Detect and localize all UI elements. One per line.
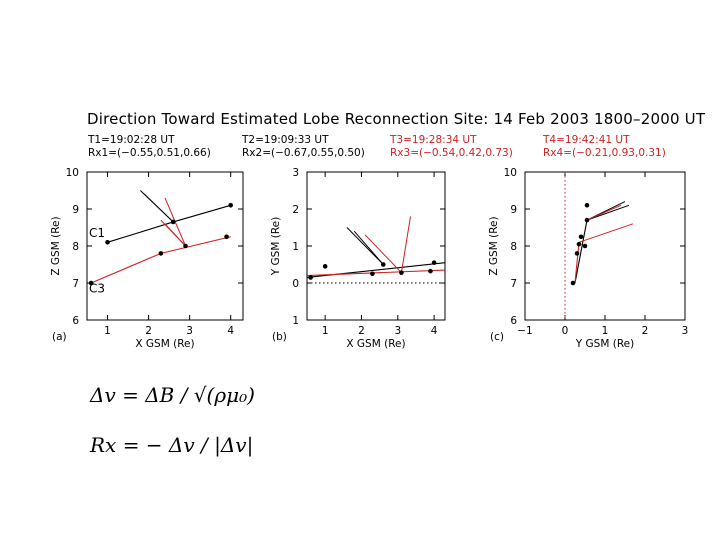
panel-3-ytick-label: 10 bbox=[504, 167, 517, 179]
panel-1-annotation-c3: C3 bbox=[89, 281, 105, 295]
panel-1-xtick-label: 1 bbox=[104, 325, 111, 337]
figure-title: Direction Toward Estimated Lobe Reconnec… bbox=[87, 110, 706, 128]
panel-3-series-c1 bbox=[574, 219, 588, 284]
panel-2-direction-segment bbox=[364, 234, 402, 273]
header-t3-rx: Rx3=(−0.54,0.42,0.73) bbox=[390, 147, 513, 159]
header-t2-rx: Rx2=(−0.67,0.55,0.50) bbox=[242, 147, 365, 159]
header-t4: T4=19:42:41 UT Rx4=(−0.21,0.93,0.31) bbox=[543, 134, 666, 160]
panel-3-direction-segment bbox=[578, 223, 634, 243]
header-t3: T3=19:28:34 UT Rx3=(−0.54,0.42,0.73) bbox=[390, 134, 513, 160]
panel-1-data-point bbox=[224, 234, 229, 240]
panel-1-ytick-label: 7 bbox=[72, 278, 79, 290]
panel-2-data-point bbox=[399, 270, 404, 275]
panel-3-xlabel: Y GSM (Re) bbox=[575, 338, 634, 350]
panel-2-series-c3 bbox=[306, 269, 446, 277]
panel-1-xtick-label: 3 bbox=[186, 325, 193, 337]
panel-3-xtick-label: 0 bbox=[562, 325, 569, 337]
panel-2-data-point bbox=[370, 271, 375, 277]
panel-2-data-point bbox=[380, 262, 386, 267]
panel-1-frame bbox=[86, 171, 244, 321]
panel-2-xtick-label: 1 bbox=[322, 325, 329, 337]
panel-3-data-point bbox=[574, 251, 580, 256]
panel-3-frame bbox=[524, 171, 686, 321]
panel-1-ytick-label: 8 bbox=[72, 241, 79, 253]
panel-3-data-point bbox=[584, 217, 590, 223]
panel-2-ytick-label: 1 bbox=[292, 315, 299, 327]
panel-3-data-point bbox=[578, 234, 584, 240]
panel-1-xlabel: X GSM (Re) bbox=[135, 338, 194, 350]
panel-1-direction-segment bbox=[160, 219, 186, 247]
panel-2-xtick-label: 4 bbox=[431, 325, 438, 337]
panel-2-xtick-label: 3 bbox=[394, 325, 401, 337]
panel-1-data-point bbox=[170, 219, 176, 225]
panel-1-annotation-c1: C1 bbox=[89, 226, 105, 240]
header-t1-rx: Rx1=(−0.55,0.51,0.66) bbox=[88, 147, 211, 159]
panel-3-ylabel: Z GSM (Re) bbox=[488, 216, 500, 275]
panel-2-ylabel: Y GSM (Re) bbox=[270, 217, 282, 276]
panel-3-ytick-label: 9 bbox=[510, 204, 517, 216]
panel-3-direction-segment bbox=[586, 204, 630, 221]
panel-3-panel-label: (c) bbox=[490, 331, 504, 343]
panel-3-xtick-label: 1 bbox=[602, 325, 609, 337]
panel-2-xlabel: X GSM (Re) bbox=[346, 338, 405, 350]
panel-1-series-c1 bbox=[107, 204, 231, 243]
panel-1-series-c3 bbox=[90, 236, 231, 284]
panel-2-direction-segment bbox=[353, 230, 384, 265]
header-t4-time: T4=19:42:41 UT bbox=[543, 134, 630, 146]
panel-2-direction-segment bbox=[400, 216, 411, 273]
panel-3-xtick-label: 3 bbox=[682, 325, 689, 337]
panel-1-data-point bbox=[183, 243, 188, 249]
panel-1-panel-label: (a) bbox=[52, 331, 67, 343]
panel-1-data-point bbox=[158, 251, 164, 256]
header-t2-time: T2=19:09:33 UT bbox=[242, 134, 329, 146]
panel-1-ytick-label: 10 bbox=[66, 167, 79, 179]
panel-3-series-c3 bbox=[574, 242, 580, 284]
panel-3-ytick-label: 8 bbox=[510, 241, 517, 253]
panel-1-direction-segment bbox=[144, 193, 174, 223]
panel-2-ytick-label: 1 bbox=[292, 241, 299, 253]
panel-1-ytick-label: 6 bbox=[72, 315, 79, 327]
equation-rx: Rx = − Δv / |Δv| bbox=[90, 433, 254, 457]
panel-2-direction-segment bbox=[346, 227, 384, 265]
header-t1: T1=19:02:28 UT Rx1=(−0.55,0.51,0.66) bbox=[88, 134, 211, 160]
panel-1-xtick-label: 4 bbox=[227, 325, 234, 337]
panel-2-data-point bbox=[431, 260, 437, 265]
panel-1-ytick-label: 9 bbox=[72, 204, 79, 216]
panel-2-ytick-label: 0 bbox=[292, 278, 299, 290]
panel-2-panel-label: (b) bbox=[272, 331, 287, 343]
panel-2-data-point bbox=[428, 268, 433, 274]
panel-2-xtick-label: 2 bbox=[358, 325, 365, 337]
panel-1-data-point bbox=[228, 203, 233, 208]
panel-2-data-point bbox=[322, 264, 328, 269]
header-t1-time: T1=19:02:28 UT bbox=[88, 134, 175, 146]
panel-3-data-point bbox=[584, 203, 590, 208]
panel-1-data-point bbox=[105, 240, 110, 245]
header-t2: T2=19:09:33 UT Rx2=(−0.67,0.55,0.50) bbox=[242, 134, 365, 160]
panel-3-ytick-label: 6 bbox=[510, 315, 517, 327]
panel-3-direction-segment bbox=[586, 204, 622, 221]
panel-1-xtick-label: 2 bbox=[145, 325, 152, 337]
equation-delta-v: Δv = ΔB / √(ρμ₀) bbox=[90, 383, 255, 407]
header-t4-rx: Rx4=(−0.21,0.93,0.31) bbox=[543, 147, 666, 159]
panel-3-data-point bbox=[582, 243, 588, 249]
header-t3-time: T3=19:28:34 UT bbox=[390, 134, 477, 146]
panel-3-xtick-label: −1 bbox=[517, 325, 532, 337]
panel-3-ytick-label: 7 bbox=[510, 278, 517, 290]
panel-2-data-point bbox=[308, 275, 313, 280]
panel-2-ytick-label: 2 bbox=[292, 204, 299, 216]
panel-3-data-point bbox=[576, 241, 582, 247]
panel-2-ytick-label: 3 bbox=[292, 167, 299, 179]
panel-1-data-point bbox=[88, 280, 94, 286]
panel-1-ylabel: Z GSM (Re) bbox=[50, 216, 62, 275]
panel-3-xtick-label: 2 bbox=[642, 325, 649, 337]
panel-3-data-point bbox=[570, 280, 576, 286]
